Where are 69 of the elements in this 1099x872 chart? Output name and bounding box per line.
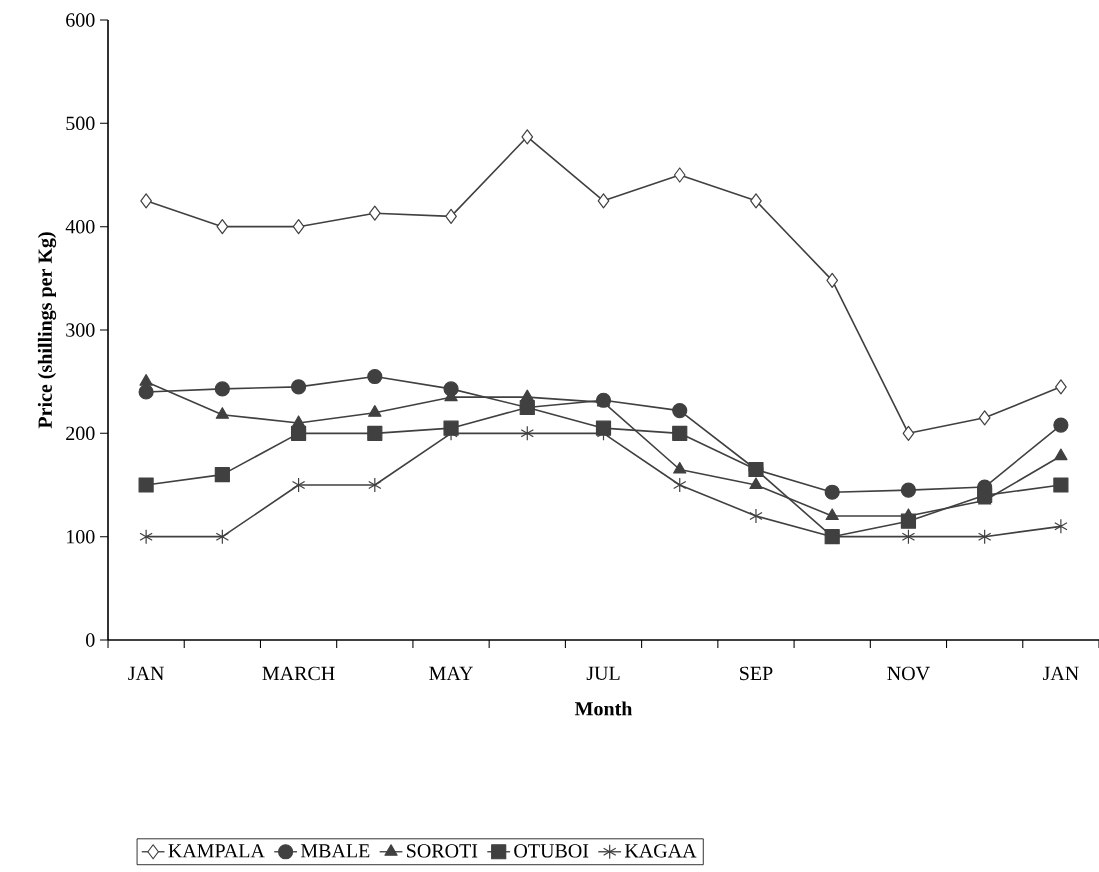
point bbox=[900, 513, 917, 529]
y-axis-title: Price (shillings per Kg) bbox=[37, 232, 57, 429]
legend-label: KAMPALA bbox=[168, 844, 265, 858]
point bbox=[216, 219, 229, 235]
point bbox=[673, 477, 687, 493]
point bbox=[825, 508, 839, 521]
point bbox=[749, 477, 763, 490]
y-tick-label: 200 bbox=[66, 426, 95, 441]
point bbox=[673, 461, 687, 474]
x-tick-label: SEP bbox=[740, 666, 773, 681]
point bbox=[367, 425, 383, 441]
x-tick-label: MAY bbox=[429, 666, 473, 680]
point bbox=[215, 407, 230, 419]
point bbox=[140, 193, 152, 209]
point bbox=[215, 529, 230, 545]
point bbox=[1054, 518, 1068, 534]
point bbox=[138, 384, 154, 400]
point bbox=[290, 379, 307, 395]
point bbox=[977, 487, 993, 503]
legend-label: SOROTI bbox=[407, 844, 478, 858]
point bbox=[290, 425, 307, 441]
point bbox=[750, 193, 762, 209]
point bbox=[1054, 448, 1068, 461]
point bbox=[368, 405, 382, 417]
point bbox=[139, 374, 153, 386]
point bbox=[519, 399, 535, 416]
point bbox=[291, 477, 306, 493]
x-axis-title: Month bbox=[574, 701, 633, 716]
y-tick-label: 600 bbox=[66, 13, 95, 27]
point bbox=[672, 403, 688, 419]
point bbox=[1053, 417, 1069, 433]
point bbox=[521, 129, 534, 145]
point bbox=[978, 529, 992, 545]
point bbox=[368, 477, 382, 493]
y-tick-label: 0 bbox=[86, 633, 95, 647]
point bbox=[978, 410, 991, 426]
point bbox=[214, 381, 230, 397]
x-tick-label: JAN bbox=[1042, 666, 1079, 681]
point bbox=[1055, 379, 1067, 395]
y-tick-label: 400 bbox=[65, 219, 95, 234]
point bbox=[902, 425, 915, 441]
legend-label: MBALE bbox=[300, 844, 370, 858]
x-tick-label: JUL bbox=[586, 666, 620, 680]
point bbox=[214, 467, 230, 483]
point bbox=[368, 205, 381, 221]
point bbox=[749, 508, 763, 524]
point bbox=[139, 529, 153, 545]
point bbox=[901, 529, 916, 545]
point bbox=[826, 272, 839, 288]
x-tick-label: MARCH bbox=[262, 666, 335, 681]
y-tick-label: 500 bbox=[66, 116, 95, 131]
point bbox=[520, 425, 534, 441]
point bbox=[292, 219, 305, 235]
y-tick-label: 100 bbox=[67, 529, 95, 544]
point bbox=[673, 167, 686, 183]
x-tick-label: JAN bbox=[128, 666, 164, 681]
point bbox=[748, 461, 764, 478]
point bbox=[672, 425, 688, 441]
legend-label: OTUBOI bbox=[514, 844, 589, 858]
y-tick-label: 300 bbox=[66, 323, 95, 337]
point bbox=[138, 477, 154, 493]
point bbox=[1053, 477, 1069, 493]
point bbox=[367, 368, 383, 385]
point bbox=[597, 193, 610, 209]
legend-label: KAGAA bbox=[624, 844, 697, 858]
point bbox=[900, 482, 917, 498]
point bbox=[445, 208, 457, 224]
x-tick-label: NOV bbox=[887, 666, 930, 681]
point bbox=[824, 484, 840, 500]
